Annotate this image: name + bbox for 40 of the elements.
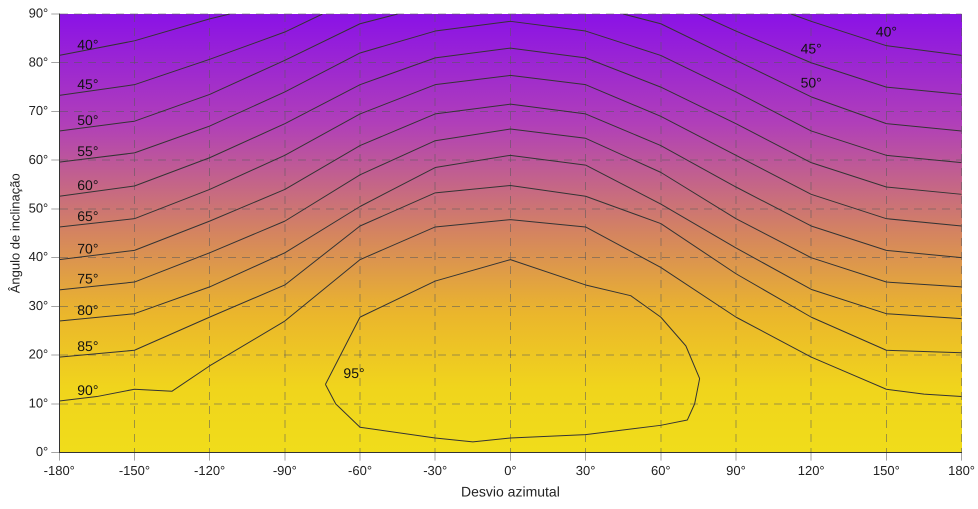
y-tick-label: 0° — [36, 444, 48, 460]
x-tick-label: 60° — [650, 462, 671, 478]
series-label: 75° — [77, 270, 98, 287]
y-tick-label: 80° — [28, 54, 48, 70]
x-tick-label: 0° — [504, 462, 517, 478]
series-label: 55° — [77, 143, 98, 160]
x-tick-label: -90° — [272, 462, 297, 478]
y-tick-label: 40° — [28, 249, 48, 264]
x-tick-label: -60° — [348, 462, 372, 478]
x-tick-label: 30° — [576, 462, 596, 478]
series-label: 85° — [77, 338, 98, 354]
y-tick-label: 90° — [28, 6, 48, 21]
y-tick-label: 30° — [28, 298, 48, 313]
x-tick-label: 120° — [798, 462, 825, 478]
series-label: 50° — [77, 112, 98, 128]
x-tick-label: 90° — [726, 462, 746, 478]
x-axis-title: Desvio azimutal — [460, 483, 560, 500]
y-tick-label: 10° — [28, 395, 48, 410]
x-tick-label: 150° — [872, 462, 900, 478]
text: 45° — [800, 40, 822, 57]
series-label: 70° — [77, 240, 98, 256]
x-tick-label: -30° — [423, 462, 448, 478]
series-label: 60° — [77, 177, 98, 194]
y-tick-label: 70° — [28, 103, 48, 118]
y-tick-label: 60° — [28, 152, 48, 167]
y-tick-label: 20° — [28, 346, 48, 362]
series-label: 80° — [77, 302, 98, 318]
text: 50° — [800, 74, 822, 91]
series-label: 45° — [77, 76, 98, 92]
x-tick-label: 180° — [948, 462, 975, 478]
series-label: 65° — [77, 208, 98, 224]
x-tick-label: -120° — [194, 462, 226, 478]
x-tick-label: -180° — [44, 462, 75, 478]
text: 40° — [876, 24, 897, 40]
x-tick-label: -150° — [118, 462, 150, 478]
series-label: 90° — [77, 382, 98, 398]
series-label: 40° — [77, 36, 98, 52]
y-tick-label: 50° — [28, 200, 48, 216]
y-axis-title: Ângulo de inclinação — [7, 173, 22, 294]
series-label: 95° — [343, 365, 365, 382]
